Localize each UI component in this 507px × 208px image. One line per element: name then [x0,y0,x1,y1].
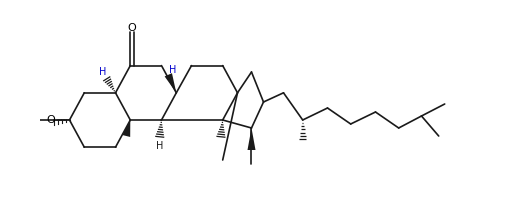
Polygon shape [122,120,130,137]
Polygon shape [165,73,176,93]
Text: O: O [46,115,55,125]
Text: H: H [169,65,176,75]
Polygon shape [247,128,256,150]
Text: H: H [156,141,163,151]
Text: O: O [128,24,136,33]
Text: H: H [99,67,106,77]
